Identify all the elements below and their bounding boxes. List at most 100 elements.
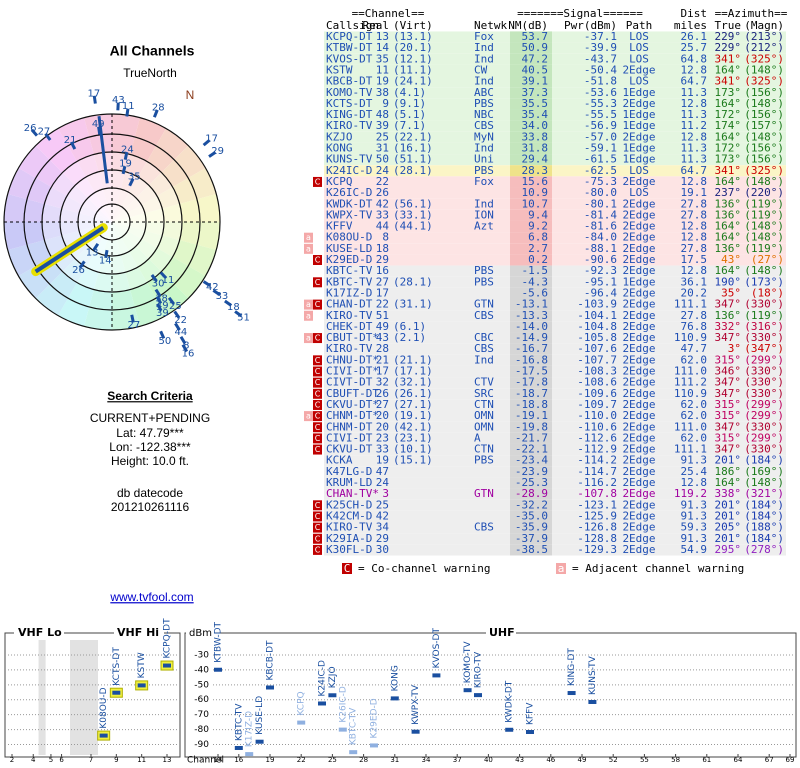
cell: 2Edge — [622, 521, 655, 534]
legend-adj-box — [556, 563, 566, 574]
cell: (17.1) — [393, 365, 433, 378]
cell: 119.2 — [674, 487, 707, 500]
cell: (15.1) — [393, 454, 433, 467]
y-tick-label: -70 — [194, 710, 209, 720]
nm-cell-bg — [510, 477, 552, 489]
cell: (325°) — [744, 52, 784, 65]
cell: 164° — [715, 264, 742, 277]
cell: 29 — [376, 253, 389, 266]
cell: (330°) — [744, 365, 784, 378]
station-label: KOMO-TV — [463, 641, 473, 684]
station-mark — [297, 720, 306, 725]
cell: 201° — [715, 454, 742, 467]
cell: 2Edge — [622, 509, 655, 522]
site-link[interactable]: www.tvfool.com — [109, 590, 193, 604]
cell: 190° — [715, 275, 742, 288]
cell: (321°) — [744, 487, 784, 500]
row-bg — [324, 443, 786, 456]
row-bg — [324, 209, 786, 221]
cell: 12.8 — [681, 97, 708, 110]
cell: 1Edge — [622, 119, 655, 132]
cell: -109.6 — [577, 387, 617, 400]
criteria-title: Search Criteria — [107, 389, 193, 403]
cell: (330°) — [744, 298, 784, 311]
warning-box — [313, 444, 322, 455]
cell: (23.1) — [393, 431, 433, 444]
cell: (156°) — [744, 86, 784, 99]
cell: 24 — [376, 476, 390, 489]
group-header: =======Signal====== — [517, 7, 643, 20]
cell: -1.5 — [522, 264, 549, 277]
cell: -55.5 — [584, 108, 617, 121]
nm-cell-bg — [510, 87, 552, 99]
nm-cell-bg — [510, 254, 552, 266]
cell: Uni — [474, 153, 494, 166]
cell: (299°) — [744, 409, 784, 422]
marker-label: 26 — [24, 123, 37, 134]
cell: 315° — [715, 431, 742, 444]
row-bg — [324, 365, 786, 378]
cell: KIRO-TV — [326, 521, 373, 534]
cell: -13.3 — [515, 309, 548, 322]
sector — [112, 222, 220, 250]
y-tick-label: -40 — [194, 665, 209, 675]
marker-label: 35 — [128, 171, 141, 182]
station-label: K26IC-D — [338, 686, 348, 723]
station-mark — [411, 729, 420, 734]
cell: 2Edge — [622, 320, 655, 333]
cell: KING-DT — [326, 108, 373, 121]
cell: 38 — [376, 86, 389, 99]
x-tick-label: 19 — [266, 756, 275, 764]
warning-letter: C — [315, 356, 321, 365]
x-tick-label: 34 — [422, 756, 431, 764]
station-mark — [505, 727, 514, 732]
cell: 12.8 — [681, 220, 708, 233]
cell: (278°) — [744, 543, 784, 556]
cell: KIRO-TV — [326, 119, 373, 132]
cell: 164° — [715, 175, 742, 188]
marker-label: 11 — [122, 101, 135, 112]
station-mark — [370, 743, 378, 748]
cell: 30 — [376, 543, 389, 556]
cell: 1Edge — [622, 142, 655, 155]
marker-label: 29 — [211, 146, 224, 157]
station-label: K17IZ-D — [245, 711, 255, 747]
cell: 20 — [376, 420, 389, 433]
warning-box — [304, 310, 313, 321]
station-mark — [432, 673, 441, 678]
row-bg — [324, 265, 786, 277]
cell: KRUM-LD — [326, 476, 372, 489]
cell: 27 — [376, 398, 389, 411]
row-bg — [324, 522, 786, 534]
cell: 2Edge — [622, 264, 655, 277]
nm-cell-bg — [510, 332, 552, 344]
cell: 76.8 — [681, 320, 708, 333]
uhf-title: UHF — [489, 626, 515, 639]
cell: 25.4 — [681, 465, 708, 478]
cell: -18.8 — [515, 398, 548, 411]
x-tick-label: 5 — [49, 756, 53, 764]
cell: 2Edge — [622, 365, 655, 378]
warning-box — [313, 511, 322, 522]
cell: 12.8 — [681, 63, 708, 76]
warning-letter: C — [315, 334, 321, 343]
column-header: True — [715, 19, 742, 32]
marker-label: 17 — [205, 133, 218, 144]
cell: GTN — [474, 298, 494, 311]
x-tick-label: 69 — [786, 756, 795, 764]
cell: 62.0 — [681, 398, 708, 411]
cell: (325°) — [744, 75, 784, 88]
warning-letter: C — [315, 177, 321, 186]
marker-label: 19 — [119, 159, 132, 170]
cell: 50 — [376, 153, 389, 166]
station-mark — [266, 685, 274, 690]
cell: 91.3 — [681, 509, 708, 522]
cell: 27.8 — [681, 208, 708, 221]
cell: 136° — [715, 197, 742, 210]
cell: Ind — [474, 197, 494, 210]
cell: (148°) — [744, 63, 784, 76]
warning-letter: C — [315, 434, 321, 443]
station-label: KSTW — [137, 652, 147, 678]
cell: -112.6 — [577, 431, 617, 444]
cell: 11.3 — [681, 153, 708, 166]
